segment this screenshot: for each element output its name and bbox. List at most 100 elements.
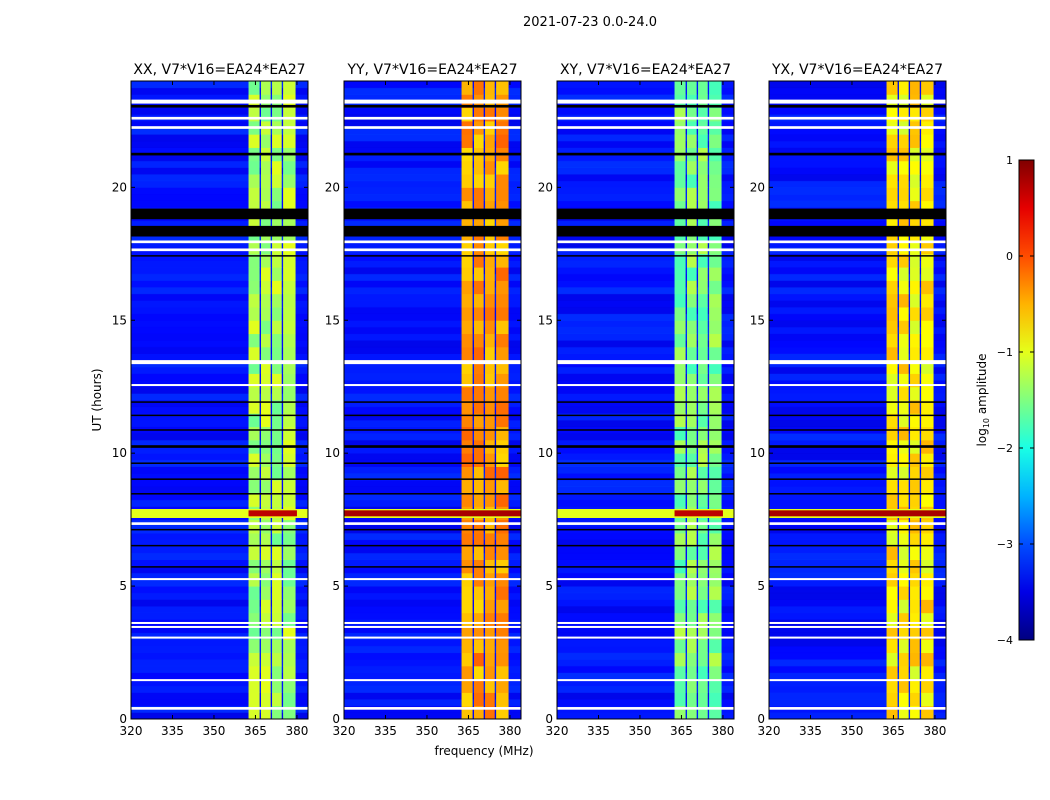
flagged-row-black <box>344 544 521 547</box>
rfi-band-cell <box>283 400 296 414</box>
rfi-band-cell <box>921 612 934 627</box>
background-row <box>557 639 734 647</box>
rfi-band-cell <box>461 386 473 401</box>
rfi-band-cell <box>698 493 708 507</box>
x-tick-label: 365 <box>457 724 480 738</box>
rfi-band-cell <box>496 479 509 494</box>
rfi-band-cell <box>461 586 473 600</box>
flagged-row-white <box>344 384 521 387</box>
flagged-row-white <box>557 384 734 387</box>
rfi-band-cell <box>698 213 708 228</box>
rfi-band-cell <box>698 160 708 175</box>
flagged-row-black <box>131 225 308 237</box>
rfi-band-cell <box>686 479 697 494</box>
rfi-band-cell <box>283 679 296 693</box>
rfi-band-cell <box>910 213 920 228</box>
rfi-band-cell <box>698 652 708 667</box>
rfi-band-cell <box>698 134 708 148</box>
rfi-band-cell <box>709 174 722 188</box>
rfi-band-cell <box>686 134 697 148</box>
background-row <box>557 373 734 381</box>
background-row <box>769 712 946 719</box>
rfi-band-cell <box>686 639 697 654</box>
flagged-row-white <box>769 126 946 129</box>
background-row <box>557 260 734 268</box>
rfi-band-cell <box>496 280 509 295</box>
rfi-band-cell <box>674 134 686 148</box>
rfi-band-cell <box>473 692 484 707</box>
flagged-row-black <box>131 478 308 480</box>
rfi-band-cell <box>283 373 296 388</box>
background-row <box>557 393 734 401</box>
heatmap <box>557 81 734 719</box>
rfi-band-cell <box>698 360 708 374</box>
rfi-band-cell <box>461 360 473 374</box>
rfi-band-cell <box>674 320 686 335</box>
y-tick-label: 10 <box>750 446 765 460</box>
background-row <box>769 559 946 567</box>
rfi-band-cell <box>921 466 934 481</box>
rfi-band-cell <box>709 679 722 693</box>
background-row <box>131 187 308 195</box>
background-row <box>131 167 308 175</box>
rfi-band-cell <box>886 546 898 560</box>
background-row <box>344 612 521 620</box>
rfi-band-cell <box>709 346 722 361</box>
rfi-band-cell <box>272 134 282 148</box>
flagged-row-black <box>131 462 308 464</box>
flagged-row-white <box>344 248 521 252</box>
rfi-band-cell <box>473 386 484 401</box>
rfi-band-cell <box>248 240 260 255</box>
rfi-band-cell <box>260 599 271 614</box>
rfi-band-cell <box>485 652 495 667</box>
y-axis-label: UT (hours) <box>90 368 104 431</box>
rfi-band-cell <box>272 612 282 627</box>
background-row <box>769 333 946 341</box>
background-row <box>769 586 946 594</box>
rfi-band-cell <box>461 453 473 467</box>
rfi-band-cell <box>260 200 271 215</box>
rfi-band-cell <box>272 652 282 667</box>
background-row <box>557 107 734 115</box>
rfi-band-cell <box>496 267 509 281</box>
rfi-band-cell <box>260 426 271 441</box>
rfi-band-cell <box>898 81 909 95</box>
background-row <box>557 486 734 494</box>
rfi-band-cell <box>260 625 271 640</box>
flagged-row-black <box>344 208 521 220</box>
rfi-band-cell <box>674 400 686 414</box>
rfi-band-cell <box>260 306 271 321</box>
background-row <box>344 699 521 707</box>
rfi-band-cell <box>674 333 686 348</box>
rfi-band-cell <box>886 599 898 614</box>
rfi-band-cell <box>921 426 934 441</box>
rfi-band-cell <box>886 213 898 228</box>
rfi-band-cell <box>910 705 920 719</box>
background-row <box>344 373 521 381</box>
background-row <box>557 566 734 574</box>
background-row <box>769 433 946 441</box>
axes-frame <box>130 80 309 720</box>
rfi-band-cell <box>260 493 271 507</box>
rfi-band-cell <box>485 306 495 321</box>
x-tick-label: 320 <box>546 724 569 738</box>
rfi-band-cell <box>283 174 296 188</box>
background-row <box>769 652 946 660</box>
rfi-band-cell <box>496 174 509 188</box>
rfi-band-cell <box>248 320 260 335</box>
rfi-band-cell <box>674 160 686 175</box>
background-row <box>769 566 946 574</box>
rfi-band-cell <box>485 320 495 335</box>
rfi-band-cell <box>260 466 271 481</box>
rfi-band-cell <box>272 546 282 560</box>
rfi-band-cell <box>461 493 473 507</box>
rfi-band-cell <box>910 267 920 281</box>
rfi-band-cell <box>898 267 909 281</box>
rfi-band-cell <box>485 705 495 719</box>
background-row <box>769 306 946 315</box>
background-row <box>557 167 734 175</box>
rfi-band-cell <box>272 360 282 374</box>
colorbar-gradient <box>1018 159 1035 641</box>
background-row <box>769 552 946 560</box>
rfi-band-cell <box>910 479 920 494</box>
